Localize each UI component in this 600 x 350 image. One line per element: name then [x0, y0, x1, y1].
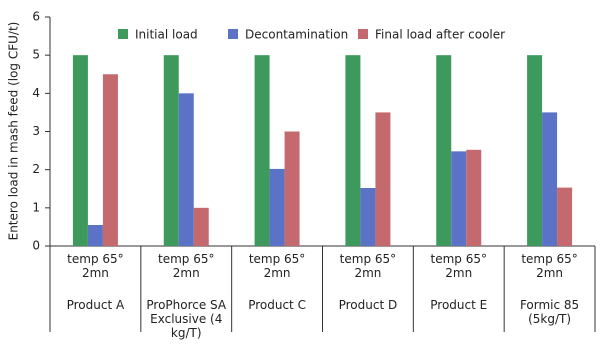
legend-swatch	[228, 29, 238, 39]
legend-label: Initial load	[135, 28, 198, 42]
bar	[466, 149, 482, 246]
y-tick-label: 2	[32, 162, 40, 176]
bar	[269, 168, 285, 246]
bar	[557, 187, 573, 246]
y-axis-label: Entero load in mash feed (log CFU/t)	[7, 22, 21, 241]
bar	[72, 55, 88, 246]
x-sublabel: temp 65° 2mn	[430, 252, 487, 280]
bar	[436, 55, 452, 246]
bar	[527, 55, 543, 246]
legend-label: Final load after cooler	[375, 28, 505, 42]
bar	[375, 112, 391, 247]
y-tick-label: 5	[32, 48, 40, 62]
bar	[254, 55, 270, 246]
bar	[284, 131, 300, 246]
x-tick-label: Product D	[338, 298, 398, 312]
x-sublabel: temp 65° 2mn	[67, 252, 124, 280]
y-tick-label: 0	[32, 239, 40, 253]
bar	[163, 55, 179, 246]
bar	[87, 225, 103, 246]
y-tick-label: 4	[32, 86, 40, 100]
y-tick-label: 6	[32, 10, 40, 24]
legend-swatch	[118, 29, 128, 39]
x-sublabel: temp 65° 2mn	[158, 252, 215, 280]
bar	[360, 187, 376, 246]
x-tick-label: Product A	[66, 298, 125, 312]
bar	[102, 74, 118, 246]
x-sublabel: temp 65° 2mn	[521, 252, 578, 280]
x-tick-label: Product E	[430, 298, 488, 312]
bar	[193, 207, 209, 246]
x-sublabel: temp 65° 2mn	[339, 252, 397, 280]
bar	[542, 112, 558, 247]
bar	[178, 93, 194, 246]
bar	[451, 151, 467, 246]
y-tick-label: 3	[32, 124, 40, 138]
legend-label: Decontamination	[245, 28, 348, 42]
x-sublabel: temp 65° 2mn	[248, 252, 306, 280]
x-tick-label: ProPhorce SA Exclusive (4 kg/T)	[146, 298, 227, 340]
legend-swatch	[358, 29, 368, 39]
bar	[345, 55, 361, 246]
x-tick-label: Formic 85 (5kg/T)	[519, 298, 580, 326]
y-tick-label: 1	[32, 200, 40, 214]
x-tick-label: Product C	[248, 298, 306, 312]
